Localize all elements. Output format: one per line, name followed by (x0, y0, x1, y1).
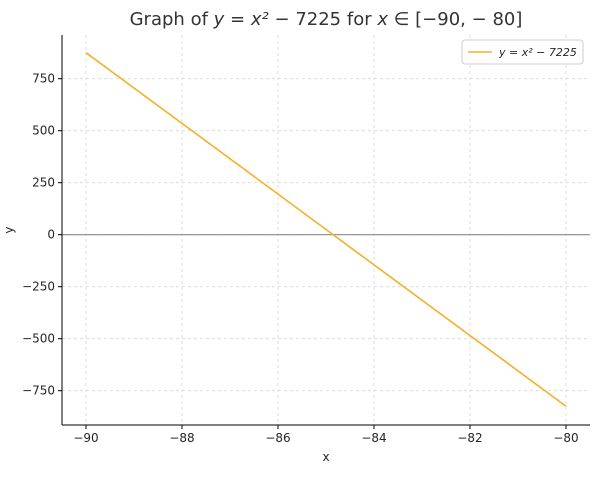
series-layer (85, 52, 567, 407)
y-ticks: −750 −500 −250 0 250 500 750 (22, 72, 62, 398)
x-tick-label: −90 (73, 431, 98, 445)
y-tick-label: −250 (22, 280, 55, 294)
y-tick-label: −750 (22, 384, 55, 398)
y-tick-label: 0 (47, 228, 55, 242)
x-tick-label: −82 (457, 431, 482, 445)
y-tick-label: −500 (22, 332, 55, 346)
x-tick-label: −86 (265, 431, 290, 445)
y-tick-label: 750 (32, 72, 55, 86)
x-tick-label: −80 (553, 431, 578, 445)
chart-title: Graph of y = x² − 7225 for x ∈ [−90, − 8… (130, 9, 523, 30)
y-tick-label: 500 (32, 124, 55, 138)
legend-box (461, 39, 584, 65)
legend-label: y = x² − 7225 (498, 46, 577, 59)
y-tick-label: 250 (32, 176, 55, 190)
y-axis-label: y (2, 226, 16, 233)
legend: y = x² − 7225 (461, 39, 584, 65)
x-tick-label: −88 (169, 431, 194, 445)
x-axis-label: x (322, 450, 329, 464)
series-line (85, 52, 567, 407)
x-tick-label: −84 (361, 431, 386, 445)
x-ticks: −90 −88 −86 −84 −82 −80 (73, 425, 579, 445)
